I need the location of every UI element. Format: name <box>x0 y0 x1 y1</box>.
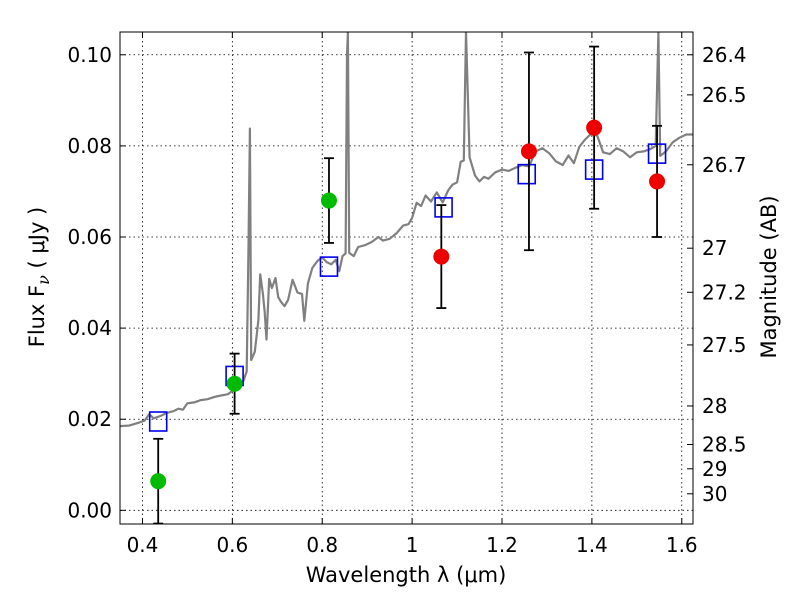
y-tick-label: 0.10 <box>67 43 112 67</box>
upper-flux-point <box>586 119 603 136</box>
y2-tick-label: 26.4 <box>702 43 747 67</box>
x-tick-label: 0.6 <box>216 533 248 557</box>
upper-flux-point <box>520 143 537 160</box>
y-tick-label: 0.02 <box>67 407 112 431</box>
y-axis-label-main: Flux F <box>25 285 49 347</box>
detected-flux-point <box>320 192 337 209</box>
x-tick-label: 1.6 <box>666 533 698 557</box>
y2-tick-label: 28 <box>702 394 727 418</box>
x-tick-label: 1.2 <box>486 533 518 557</box>
y2-tick-label: 27.2 <box>702 280 747 304</box>
y2-axis-label: Magnitude (AB) <box>757 195 781 358</box>
y-axis-label-unit: ( μJy ) <box>25 207 49 275</box>
y-tick-label: 0.00 <box>67 498 112 522</box>
x-tick-label: 1 <box>406 533 419 557</box>
y2-tick-label: 26.7 <box>702 153 747 177</box>
y2-tick-label: 26.5 <box>702 83 747 107</box>
y2-tick-label: 30 <box>702 482 727 506</box>
y2-tick-label: 29 <box>702 457 727 481</box>
plot-frame <box>119 31 694 525</box>
upper-flux-point <box>433 248 450 265</box>
y-tick-label: 0.06 <box>67 225 112 249</box>
y-axis-ticks: 0.00 0.02 0.04 0.06 0.08 0.10 <box>67 43 126 522</box>
x-axis-ticks: 0.4 0.6 0.8 1 1.2 1.4 1.6 <box>127 32 698 557</box>
grid <box>120 32 693 524</box>
y-tick-label: 0.08 <box>67 134 112 158</box>
y2-tick-label: 27 <box>702 236 727 260</box>
spectrum-line <box>120 32 693 428</box>
y-axis-label-sub: ν <box>34 275 53 285</box>
model-flux-square <box>517 163 537 185</box>
x-tick-label: 0.8 <box>306 533 338 557</box>
y-axis-label: Flux Fν ( μJy ) <box>25 207 53 348</box>
y2-tick-label: 27.5 <box>702 333 747 357</box>
model-flux-square <box>434 197 453 218</box>
x-tick-label: 1.4 <box>576 533 608 557</box>
x-tick-label: 0.4 <box>127 533 159 557</box>
upper-flux-point <box>649 173 666 190</box>
model-flux-square <box>148 411 168 432</box>
detected-flux-point <box>150 473 167 490</box>
y-tick-label: 0.04 <box>67 316 112 340</box>
model-flux-square <box>319 256 339 277</box>
plot-series <box>120 32 693 524</box>
y2-tick-label: 28.5 <box>702 432 747 456</box>
x-axis-label: Wavelength λ (μm) <box>306 563 507 587</box>
detected-flux-point <box>226 375 243 392</box>
